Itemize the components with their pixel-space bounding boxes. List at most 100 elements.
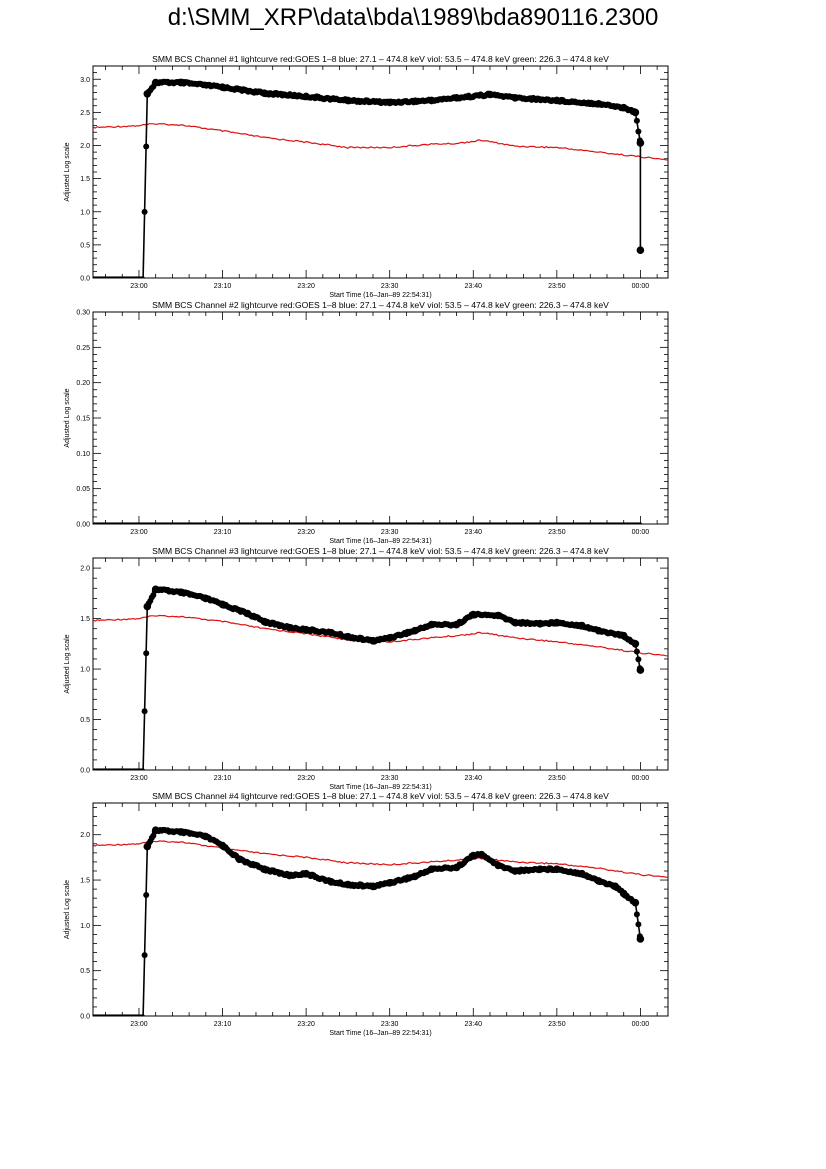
- x-tick-label: 23:50: [548, 529, 566, 536]
- bcs-point-key: [594, 100, 603, 108]
- bcs-point-key: [427, 865, 436, 873]
- bcs-line: [93, 81, 642, 278]
- bcs-point-key: [494, 861, 503, 870]
- x-tick-label: 23:30: [381, 775, 399, 782]
- bcs-point-key: [243, 609, 252, 618]
- y-tick-label: 0.20: [76, 380, 90, 387]
- bcs-point-key: [511, 618, 519, 627]
- y-tick-label: 1.0: [80, 923, 90, 930]
- bcs-point: [633, 117, 640, 124]
- y-tick-label: 1.5: [80, 878, 90, 885]
- bcs-point: [635, 128, 642, 135]
- page-title: d:\SMM_XRP\data\bda\1989\bda890116.2300: [167, 4, 659, 31]
- bcs-point: [143, 650, 150, 657]
- bcs-point-key: [385, 634, 394, 642]
- bcs-series: [93, 78, 645, 278]
- bcs-point-key: [636, 139, 645, 147]
- bcs-point-key: [177, 78, 185, 87]
- bcs-point: [143, 143, 150, 150]
- y-tick-label: 0.0: [80, 768, 90, 775]
- bcs-point: [141, 952, 148, 959]
- bcs-point-key: [553, 96, 561, 105]
- y-axis-label: Adjusted Log scale: [64, 634, 71, 693]
- bcs-point-key: [302, 869, 310, 878]
- goes-line: [93, 614, 668, 657]
- bcs-point-key: [327, 878, 336, 886]
- goes-series: [93, 840, 668, 878]
- bcs-point: [141, 768, 145, 770]
- bcs-point-key: [260, 617, 269, 626]
- x-tick-label: 23:00: [130, 1021, 148, 1028]
- bcs-point: [141, 276, 145, 278]
- bcs-point-key: [411, 872, 419, 881]
- bcs-point-key: [452, 94, 461, 102]
- bcs-point-key: [151, 585, 160, 594]
- x-tick-label: 23:20: [297, 529, 315, 536]
- y-tick-label: 0.25: [76, 345, 90, 352]
- bcs-point: [638, 522, 642, 524]
- bcs-series: [93, 826, 645, 1016]
- bcs-point-key: [285, 623, 294, 632]
- y-tick-label: 0.05: [76, 486, 90, 493]
- x-tick-label: 00:00: [632, 529, 650, 536]
- bcs-point-key: [452, 620, 461, 629]
- chart-panel-2: SMM BCS Channel #2 lightcurve red:GOES 1…: [64, 300, 669, 545]
- bcs-point-key: [344, 96, 352, 105]
- y-tick-label: 1.0: [80, 667, 90, 674]
- plot-frame: [92, 65, 669, 279]
- x-axis-label: Start Time (16–Jan–89 22:54:31): [329, 784, 431, 791]
- bcs-point-key: [536, 619, 544, 628]
- bcs-series: [93, 522, 642, 524]
- bcs-point: [635, 921, 642, 928]
- y-tick-label: 1.0: [80, 209, 90, 216]
- y-tick-label: 0.0: [80, 276, 90, 283]
- bcs-point-key: [327, 628, 336, 637]
- bcs-point: [141, 208, 148, 215]
- chart-title: SMM BCS Channel #1 lightcurve red:GOES 1…: [152, 54, 609, 64]
- bcs-point-key: [631, 108, 640, 117]
- bcs-point-key: [427, 96, 436, 105]
- chart-panel-4: SMM BCS Channel #4 lightcurve red:GOES 1…: [64, 791, 669, 1037]
- bcs-point-key: [578, 621, 586, 630]
- bcs-point: [141, 1014, 145, 1016]
- bcs-point-key: [177, 588, 185, 597]
- bcs-point-key: [369, 637, 377, 645]
- bcs-point-key: [143, 90, 152, 98]
- y-tick-label: 1.5: [80, 176, 90, 183]
- x-tick-label: 23:30: [381, 1021, 399, 1028]
- bcs-point-key: [177, 828, 185, 836]
- x-tick-label: 23:20: [297, 283, 315, 290]
- bcs-point-key: [385, 879, 394, 887]
- plot-frame: [92, 557, 669, 771]
- y-tick-label: 3.0: [80, 77, 90, 84]
- y-tick-label: 0.5: [80, 242, 90, 249]
- bcs-point: [633, 911, 640, 918]
- x-axis-label: Start Time (16–Jan–89 22:54:31): [329, 538, 431, 545]
- bcs-point: [143, 892, 150, 898]
- y-axis-label: Adjusted Log scale: [64, 142, 71, 201]
- y-tick-label: 2.5: [80, 110, 90, 117]
- y-tick-label: 0.5: [80, 968, 90, 975]
- y-tick-label: 2.0: [80, 566, 90, 573]
- y-tick-label: 2.0: [80, 832, 90, 839]
- bcs-point-key: [594, 877, 603, 885]
- y-tick-label: 0.15: [76, 416, 90, 423]
- x-tick-label: 23:40: [465, 1021, 483, 1028]
- bcs-point-key: [302, 625, 310, 634]
- bcs-point-key: [285, 871, 294, 880]
- bcs-point-key: [631, 898, 640, 907]
- bcs-point-key: [636, 666, 645, 674]
- x-tick-label: 00:00: [632, 775, 650, 782]
- bcs-point-key: [344, 632, 352, 641]
- bcs-point-key: [477, 850, 486, 859]
- x-tick-label: 23:10: [214, 775, 232, 782]
- bcs-point-key: [260, 865, 269, 873]
- x-tick-label: 23:40: [465, 283, 483, 290]
- x-tick-label: 23:00: [130, 529, 148, 536]
- x-tick-label: 23:30: [381, 283, 399, 290]
- x-tick-label: 23:20: [297, 1021, 315, 1028]
- x-tick-label: 23:20: [297, 775, 315, 782]
- bcs-point-key: [619, 889, 628, 898]
- bcs-point-key: [260, 89, 269, 97]
- bcs-point-key: [636, 935, 645, 943]
